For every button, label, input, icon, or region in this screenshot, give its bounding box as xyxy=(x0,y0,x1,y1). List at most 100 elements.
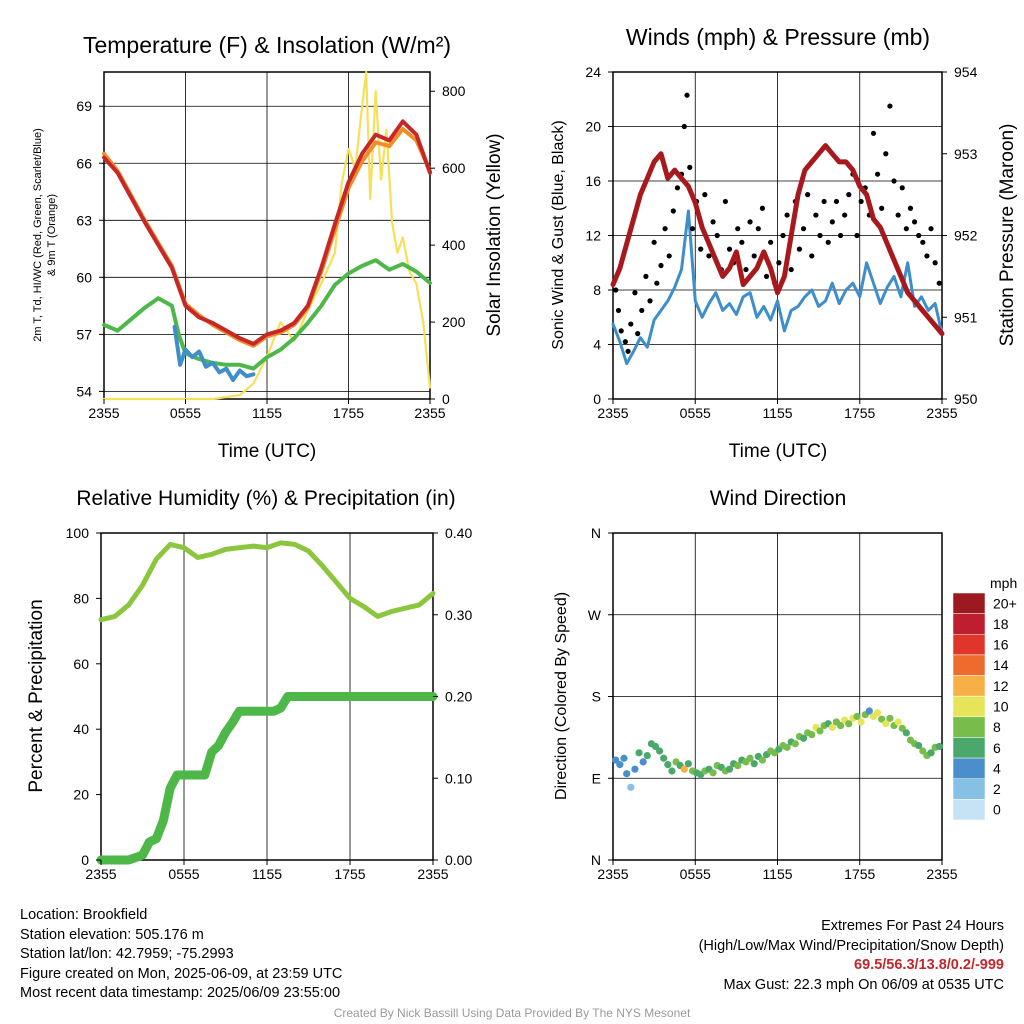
direction-point xyxy=(886,714,894,722)
direction-point xyxy=(791,740,799,748)
wind-y-tick-label: 24 xyxy=(585,64,601,80)
colorbar-swatch xyxy=(952,592,986,614)
location-text: Location: Brookfield xyxy=(20,907,148,923)
gust-point xyxy=(739,239,745,245)
gust-point xyxy=(632,290,638,296)
colorbar-label: 4 xyxy=(993,760,1001,776)
temp-y-label-line2: & 9m T (Orange) xyxy=(46,194,58,276)
rh-y2-tick-label: 0.30 xyxy=(445,607,472,623)
gust-point xyxy=(932,260,938,266)
gust-point xyxy=(846,192,852,198)
direction-point xyxy=(894,718,902,726)
direction-point xyxy=(783,743,791,751)
winds-y2-label: Station Pressure (Maroon) xyxy=(997,124,1018,347)
colorbar-label: 2 xyxy=(993,781,1001,797)
dir-x-tick-label: 1755 xyxy=(844,866,875,882)
temp-y2-tick-label: 200 xyxy=(442,314,466,330)
temp-y2-tick-label: 600 xyxy=(442,160,466,176)
gust-point xyxy=(854,232,860,239)
gust-point xyxy=(759,205,766,211)
temp-y2-tick-label: 400 xyxy=(442,237,466,253)
wind-x-tick-label: 2355 xyxy=(926,405,957,421)
temp-2m-t-line xyxy=(102,119,432,346)
extremes-title: Extremes For Past 24 Hours xyxy=(821,918,1004,934)
colorbar-swatch xyxy=(952,778,986,800)
colorbar-swatch xyxy=(952,613,986,635)
gust-point xyxy=(858,198,864,205)
rh-x-tick-label: 0555 xyxy=(168,866,199,882)
temp-y-tick-label: 63 xyxy=(76,212,92,228)
direction-point xyxy=(882,720,890,728)
station-pressure-line xyxy=(610,143,945,337)
direction-point xyxy=(853,712,861,721)
rh-x-tick-label: 2355 xyxy=(85,866,116,882)
direction-point xyxy=(799,734,808,742)
direction-panel: Wind Direction 2355 0555 1155 1755 2355NESWN… xyxy=(553,487,1017,882)
colorbar-swatch xyxy=(952,675,986,697)
colorbar-swatch xyxy=(952,654,986,676)
direction-point xyxy=(627,783,635,791)
gust-point xyxy=(654,280,660,286)
direction-point xyxy=(635,749,643,757)
solar-insolation-line xyxy=(102,70,432,401)
gust-point xyxy=(809,253,815,259)
rh-y-tick-label: 100 xyxy=(66,525,90,541)
rh-y2-tick-label: 0.10 xyxy=(445,770,472,786)
direction-y-label: Direction (Colored By Speed) xyxy=(553,592,570,800)
temp-y-tick-label: 69 xyxy=(76,98,92,114)
colorbar-label: 18 xyxy=(993,616,1009,632)
temp-windchill-line xyxy=(172,324,256,382)
wind-x-tick-label: 2355 xyxy=(597,405,628,421)
dir-x-tick-label: 2355 xyxy=(597,866,628,882)
colorbar-label: 12 xyxy=(993,678,1009,694)
colorbar-label: 20+ xyxy=(993,595,1017,611)
colorbar-swatch xyxy=(952,695,986,718)
gust-point xyxy=(689,226,696,232)
direction-point xyxy=(746,754,754,762)
wind-y-tick-label: 12 xyxy=(585,228,601,244)
direction-point xyxy=(664,761,672,769)
wind-y2-tick-label: 952 xyxy=(954,228,978,244)
gust-point xyxy=(681,123,687,130)
temp-x-tick-label: 1155 xyxy=(252,405,282,421)
colorbar-label: 10 xyxy=(993,699,1009,715)
colorbar-swatch xyxy=(952,634,986,656)
colorbar-swatch xyxy=(952,737,986,759)
gust-point xyxy=(829,219,835,225)
precipitation-line xyxy=(96,692,438,865)
dir-x-tick-label: 2355 xyxy=(926,866,957,882)
colorbar-label: 0 xyxy=(993,802,1001,818)
dir-y-tick-label: W xyxy=(588,607,602,623)
gust-point xyxy=(702,192,708,198)
direction-point xyxy=(816,727,824,735)
temp-y-tick-label: 54 xyxy=(76,383,92,399)
direction-chart-title: Wind Direction xyxy=(710,487,847,510)
wind-x-tick-label: 0555 xyxy=(680,405,711,421)
gust-point xyxy=(768,239,774,245)
dir-y-tick-label: S xyxy=(592,689,601,705)
rh-y2-tick-label: 0.00 xyxy=(445,852,472,868)
wind-y-tick-label: 4 xyxy=(593,337,601,353)
temp-y2-tick-label: 800 xyxy=(442,83,466,99)
gust-point xyxy=(911,219,918,225)
gust-point xyxy=(916,232,922,239)
direction-point xyxy=(750,760,758,768)
gust-point xyxy=(821,198,827,205)
wind-y-tick-label: 0 xyxy=(593,391,601,407)
gust-point xyxy=(891,178,897,184)
gust-point xyxy=(726,246,733,252)
latlon-text: Station lat/lon: 42.7959; -75.2993 xyxy=(20,946,234,962)
gust-point xyxy=(647,298,653,304)
temp-y2-tick-label: 0 xyxy=(442,391,450,407)
gust-point xyxy=(714,232,720,239)
gust-point xyxy=(842,212,848,218)
extremes-values: 69.5/56.3/13.8/0.2/-999 xyxy=(854,957,1004,973)
gust-point xyxy=(879,205,885,211)
gust-point xyxy=(920,239,926,245)
gust-point xyxy=(706,253,712,259)
wind-x-tick-label: 1155 xyxy=(762,405,792,421)
gust-point xyxy=(643,273,649,279)
gust-point xyxy=(903,226,909,232)
gust-point xyxy=(651,239,657,245)
